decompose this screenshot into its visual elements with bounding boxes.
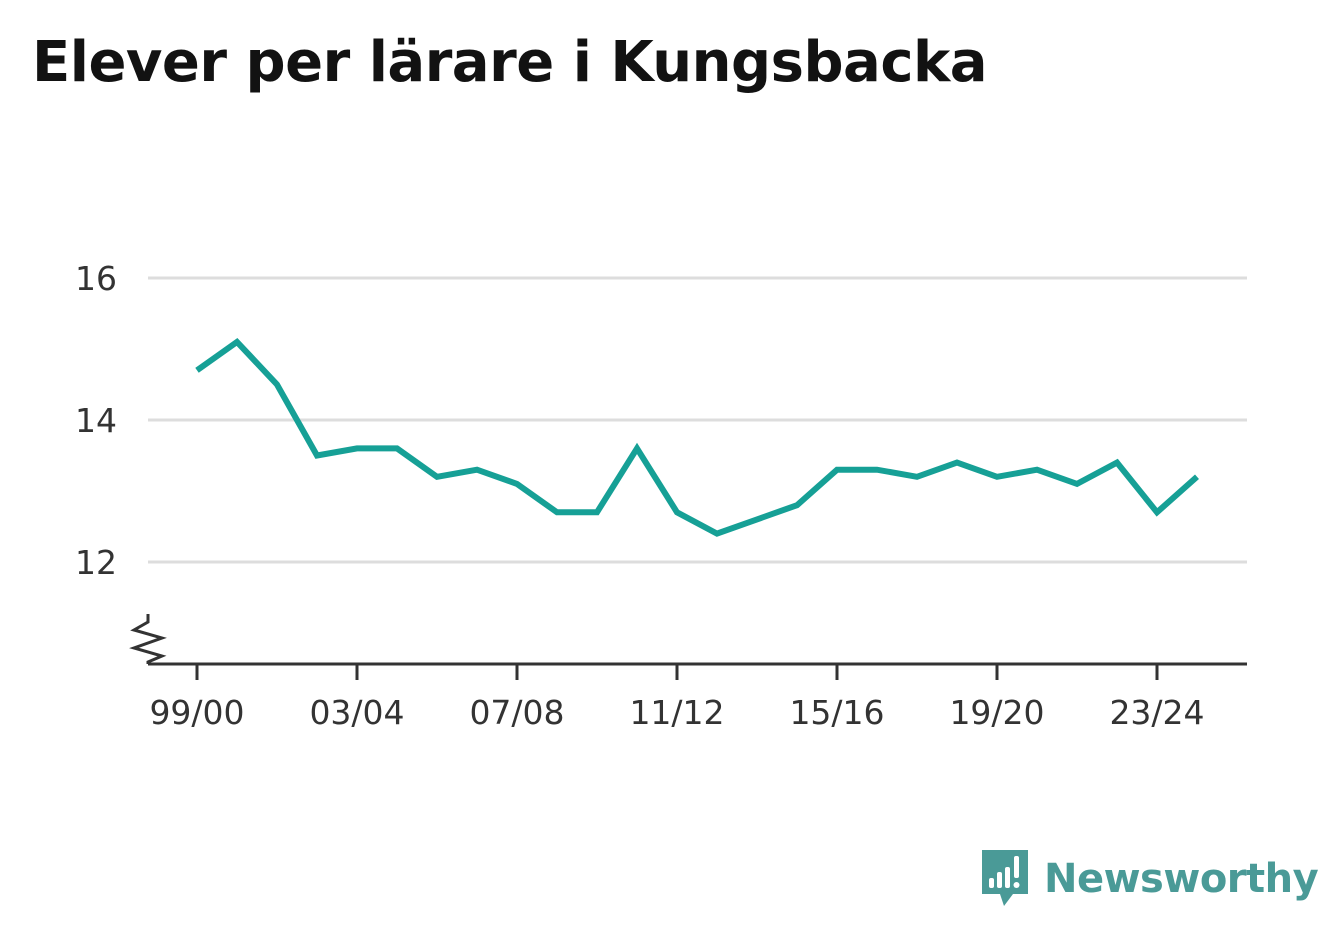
y-tick-label-12: 12 <box>75 543 117 582</box>
x-tick-label-99/00: 99/00 <box>149 693 244 732</box>
y-axis-ticks: 12 14 16 <box>75 259 117 582</box>
axis-break-symbol <box>129 614 167 664</box>
x-tick-label-03/04: 03/04 <box>309 693 404 732</box>
series-group <box>195 337 1199 537</box>
x-tick-label-11/12: 11/12 <box>629 693 724 732</box>
series-line-0 <box>195 337 1199 537</box>
brand-name: Newsworthy <box>1044 856 1319 902</box>
grid-lines <box>148 276 1247 564</box>
newsworthy-logo-icon <box>982 850 1028 906</box>
chart-title: Elever per lärare i Kungsbacka <box>32 30 988 95</box>
x-tick-label-07/08: 07/08 <box>469 693 564 732</box>
x-tick-label-19/20: 19/20 <box>949 693 1044 732</box>
y-tick-label-16: 16 <box>75 259 117 298</box>
y-tick-label-14: 14 <box>75 401 117 440</box>
x-axis: 99/00 03/04 07/08 11/12 15/16 19/20 23/24 <box>129 614 1247 732</box>
newsworthy-brand: Newsworthy <box>980 848 1319 910</box>
x-tick-label-23/24: 23/24 <box>1109 693 1204 732</box>
x-tick-label-15/16: 15/16 <box>789 693 884 732</box>
